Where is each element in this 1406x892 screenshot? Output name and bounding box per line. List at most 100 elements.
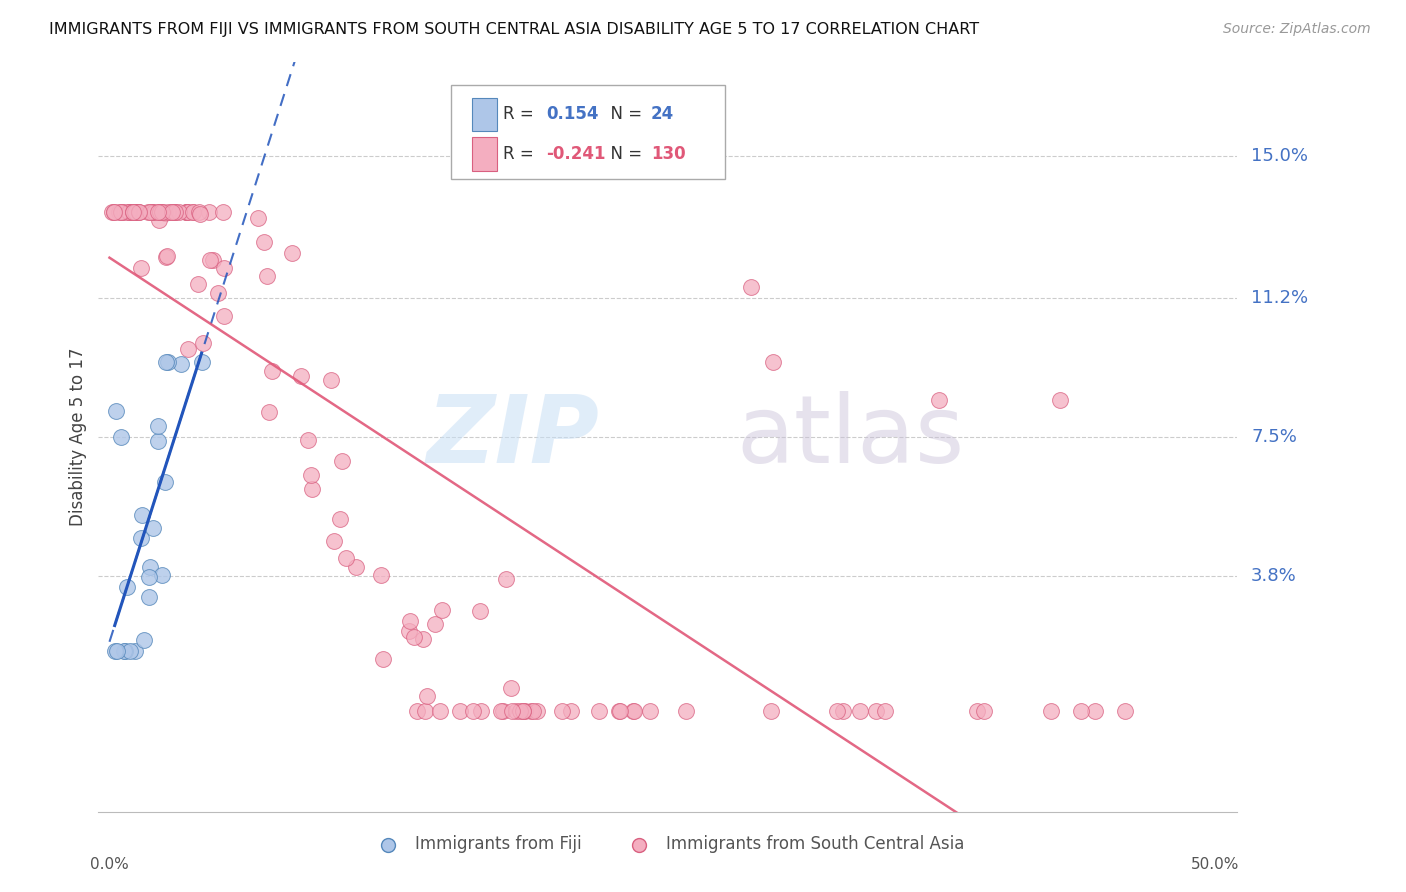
Point [560, 704, 582, 718]
Point [124, 205, 146, 219]
Point [156, 248, 179, 262]
Point [156, 355, 179, 369]
Point [148, 212, 170, 227]
Point [181, 205, 204, 219]
Point [247, 211, 270, 226]
Point [138, 590, 160, 604]
Point [105, 404, 128, 418]
Point [759, 704, 782, 718]
Text: R =: R = [503, 145, 538, 162]
Point [371, 652, 394, 666]
Point [623, 704, 645, 718]
Point [406, 704, 429, 718]
Point [848, 704, 870, 718]
Point [148, 205, 170, 219]
Point [153, 206, 176, 220]
Point [148, 205, 170, 219]
Point [551, 704, 574, 718]
Point [607, 704, 630, 718]
Point [105, 643, 128, 657]
Point [146, 434, 169, 448]
Point [299, 467, 322, 482]
Text: atlas: atlas [737, 391, 965, 483]
Point [323, 534, 346, 549]
Point [165, 205, 187, 219]
Point [416, 689, 439, 703]
Point [449, 704, 471, 718]
Point [132, 633, 155, 648]
Point [127, 205, 149, 219]
Point [825, 704, 848, 718]
Text: IMMIGRANTS FROM FIJI VS IMMIGRANTS FROM SOUTH CENTRAL ASIA DISABILITY AGE 5 TO 1: IMMIGRANTS FROM FIJI VS IMMIGRANTS FROM … [49, 22, 980, 37]
Point [188, 207, 211, 221]
Point [609, 704, 631, 718]
Point [501, 681, 523, 696]
Point [429, 704, 451, 718]
Point [128, 205, 150, 219]
Point [1114, 704, 1136, 718]
Point [108, 205, 131, 219]
Point [142, 521, 165, 535]
Point [153, 475, 176, 490]
Text: N =: N = [599, 105, 647, 123]
Text: 15.0%: 15.0% [1251, 147, 1308, 165]
Point [139, 205, 162, 219]
Point [155, 251, 177, 265]
Point [412, 632, 434, 646]
Point [509, 704, 531, 718]
Point [1049, 392, 1071, 407]
Point [103, 205, 125, 219]
Point [370, 568, 392, 582]
Point [138, 570, 160, 584]
Point [430, 602, 453, 616]
Text: Source: ZipAtlas.com: Source: ZipAtlas.com [1223, 22, 1371, 37]
Point [281, 245, 304, 260]
Point [588, 704, 610, 718]
Point [112, 643, 135, 657]
Point [415, 704, 437, 718]
Point [207, 286, 229, 301]
Point [125, 205, 148, 219]
Point [124, 205, 146, 219]
Point [128, 205, 150, 219]
Point [398, 624, 420, 638]
Point [212, 309, 235, 323]
Point [321, 373, 343, 387]
Point [211, 205, 233, 219]
Text: 7.5%: 7.5% [1251, 428, 1298, 446]
Point [512, 704, 534, 718]
Point [118, 205, 141, 219]
FancyBboxPatch shape [451, 85, 725, 178]
Point [129, 532, 152, 546]
Point [1070, 704, 1092, 718]
Point [329, 512, 352, 526]
Point [522, 704, 544, 718]
Point [330, 453, 353, 467]
Point [966, 704, 988, 718]
Point [423, 616, 446, 631]
Point [928, 392, 950, 407]
Point [489, 704, 512, 718]
Point [183, 205, 205, 219]
Point [468, 605, 491, 619]
Point [114, 643, 136, 657]
Point [526, 704, 548, 718]
Point [191, 336, 214, 351]
Point [112, 205, 135, 219]
Point [122, 205, 145, 219]
Point [149, 205, 172, 219]
Point [262, 364, 284, 378]
Point [146, 418, 169, 433]
Point [152, 205, 174, 219]
Point [399, 614, 422, 628]
Text: 0.154: 0.154 [546, 105, 599, 123]
Point [198, 253, 221, 268]
Point [141, 205, 163, 219]
Point [117, 205, 139, 219]
Point [865, 704, 887, 718]
Legend: Immigrants from Fiji, Immigrants from South Central Asia: Immigrants from Fiji, Immigrants from So… [364, 829, 972, 860]
Point [1039, 704, 1062, 718]
Text: -0.241: -0.241 [546, 145, 606, 162]
Bar [472, 97, 498, 131]
Point [160, 205, 183, 219]
